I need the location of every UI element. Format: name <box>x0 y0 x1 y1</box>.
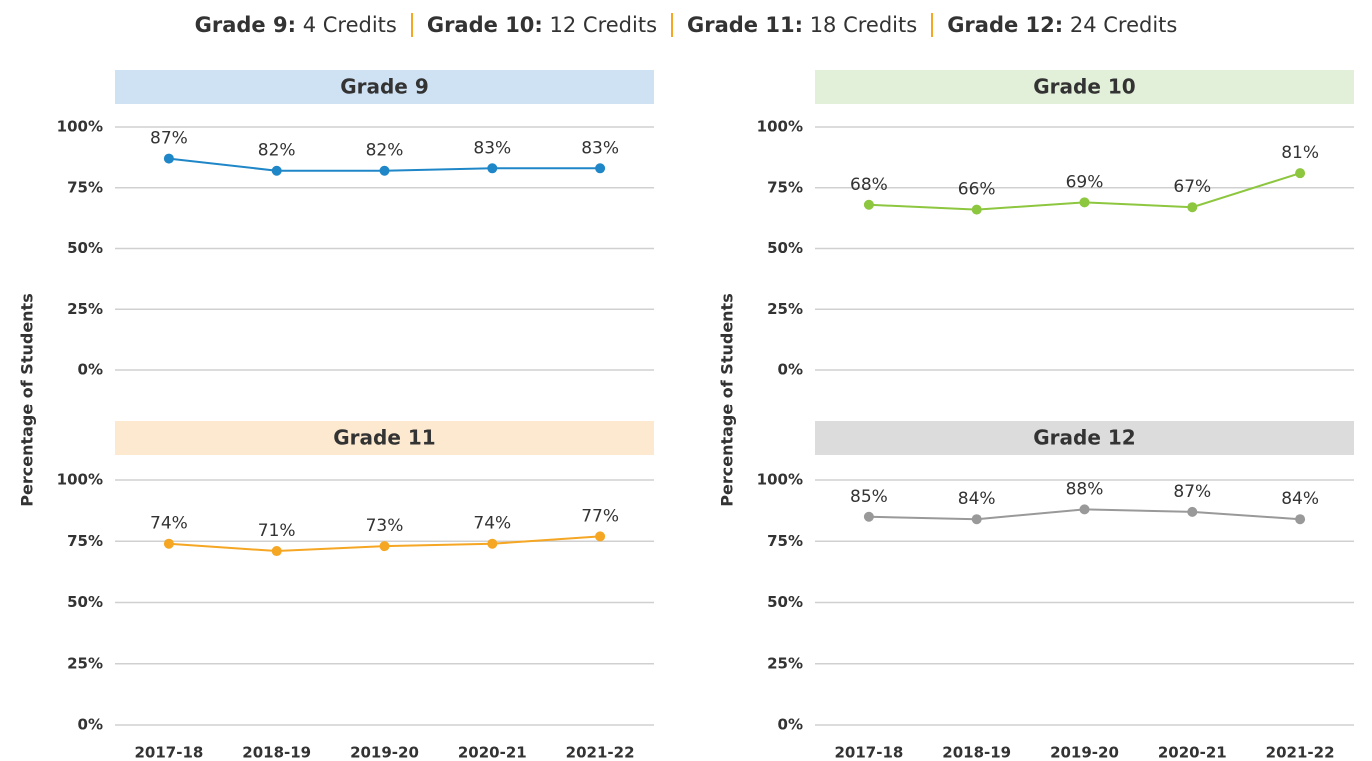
panel-title-band <box>815 421 1354 455</box>
y-tick-label: 75% <box>767 532 803 550</box>
data-label: 68% <box>850 175 888 195</box>
data-label: 88% <box>1066 479 1104 499</box>
x-tick-label: 2017-18 <box>834 744 903 761</box>
separator <box>931 13 934 37</box>
y-axis-label: Percentage of Students <box>718 293 737 506</box>
credit-text: 18 Credits <box>809 13 918 37</box>
data-label: 66% <box>958 180 996 200</box>
data-point <box>271 546 282 557</box>
data-label: 69% <box>1066 172 1104 192</box>
data-point <box>1295 514 1306 525</box>
grade-label: Grade 10: <box>426 13 543 37</box>
y-tick-label: 0% <box>78 716 103 734</box>
data-label: 71% <box>258 521 296 541</box>
data-point <box>163 538 174 549</box>
data-point <box>863 511 874 522</box>
credit-text: 4 Credits <box>302 13 397 37</box>
data-point <box>1187 506 1198 517</box>
data-label: 84% <box>958 489 996 509</box>
y-tick-label: 25% <box>67 300 103 318</box>
y-tick-label: 50% <box>767 239 803 257</box>
data-point <box>1187 202 1198 213</box>
data-point <box>487 163 498 174</box>
data-label: 84% <box>1281 489 1319 509</box>
data-label: 83% <box>473 138 511 158</box>
panel-title-band <box>115 70 654 104</box>
separator <box>410 13 413 37</box>
y-tick-label: 25% <box>767 300 803 318</box>
y-tick-label: 100% <box>757 471 803 489</box>
data-label: 73% <box>366 516 404 536</box>
data-point <box>971 514 982 525</box>
y-tick-label: 25% <box>67 654 103 672</box>
y-tick-label: 75% <box>67 178 103 196</box>
data-point <box>487 538 498 549</box>
y-axis-label: Percentage of Students <box>18 293 37 506</box>
y-tick-label: 50% <box>767 593 803 611</box>
data-label: 82% <box>366 141 404 161</box>
x-tick-label: 2019-20 <box>1050 744 1119 761</box>
x-tick-label: 2018-19 <box>242 744 311 761</box>
panel-title-band <box>815 70 1354 104</box>
credit-item: Grade 11: 18 Credits <box>687 13 917 37</box>
x-tick-label: 2021-22 <box>566 744 635 761</box>
data-label: 87% <box>150 129 188 149</box>
credit-text: 24 Credits <box>1069 13 1178 37</box>
panel-title: Grade 11 <box>333 426 435 450</box>
data-label: 83% <box>581 138 619 158</box>
credit-item: Grade 12: 24 Credits <box>947 13 1177 37</box>
data-point <box>1079 504 1090 515</box>
x-tick-label: 2021-22 <box>1266 744 1335 761</box>
data-point <box>1295 168 1306 179</box>
x-tick-label: 2019-20 <box>350 744 419 761</box>
panel-title: Grade 9 <box>340 75 429 99</box>
data-label: 74% <box>150 514 188 534</box>
grade-label: Grade 9: <box>194 13 297 37</box>
data-label: 74% <box>473 514 511 534</box>
y-tick-label: 0% <box>778 716 803 734</box>
credits-header: Grade 9: 4 Credits Grade 10: 12 Credits Gr… <box>0 8 1372 42</box>
credit-text: 12 Credits <box>549 13 658 37</box>
panel-title: Grade 12 <box>1033 426 1135 450</box>
grade-label: Grade 12: <box>947 13 1064 37</box>
credit-item: Grade 9: 4 Credits <box>195 13 397 37</box>
data-point <box>971 204 982 215</box>
credit-item: Grade 10: 12 Credits <box>427 13 657 37</box>
y-tick-label: 50% <box>67 239 103 257</box>
grade-label: Grade 11: <box>687 13 803 37</box>
y-tick-label: 50% <box>67 593 103 611</box>
y-tick-label: 75% <box>767 178 803 196</box>
x-tick-label: 2020-21 <box>1158 744 1227 761</box>
data-label: 67% <box>1173 177 1211 197</box>
data-point <box>163 153 174 164</box>
separator <box>671 13 674 37</box>
y-tick-label: 100% <box>57 118 103 136</box>
data-point <box>863 199 874 210</box>
x-tick-label: 2018-19 <box>942 744 1011 761</box>
y-tick-label: 0% <box>778 361 803 379</box>
panel-title: Grade 10 <box>1033 75 1135 99</box>
data-point <box>271 165 282 176</box>
data-label: 81% <box>1281 143 1319 163</box>
x-tick-label: 2020-21 <box>458 744 527 761</box>
data-point <box>595 531 606 542</box>
data-point <box>379 165 390 176</box>
y-tick-label: 0% <box>78 361 103 379</box>
data-point <box>379 541 390 552</box>
y-tick-label: 25% <box>767 654 803 672</box>
panel-title-band <box>115 421 654 455</box>
data-point <box>1079 197 1090 208</box>
data-label: 85% <box>850 487 888 507</box>
data-label: 77% <box>581 506 619 526</box>
data-label: 87% <box>1173 482 1211 502</box>
data-point <box>595 163 606 174</box>
y-tick-label: 100% <box>757 118 803 136</box>
x-tick-label: 2017-18 <box>134 744 203 761</box>
data-label: 82% <box>258 141 296 161</box>
y-tick-label: 100% <box>57 471 103 489</box>
y-tick-label: 75% <box>67 532 103 550</box>
